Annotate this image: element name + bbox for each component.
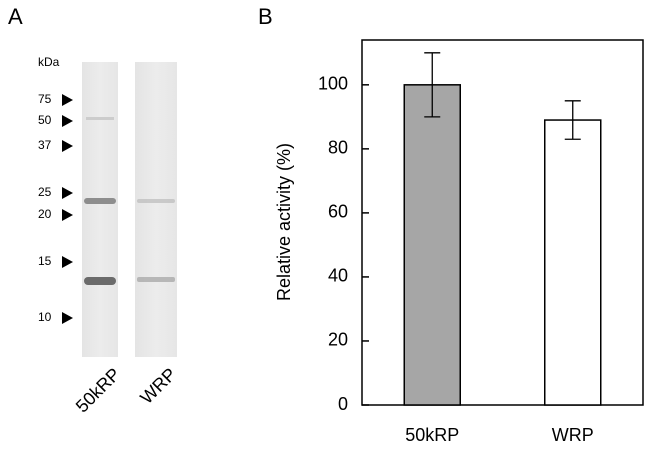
bar: [403, 84, 461, 406]
gel-band: [137, 277, 175, 282]
y-tick-label: 20: [328, 330, 348, 350]
error-bar: [564, 100, 581, 140]
marker-label: 10: [38, 310, 52, 324]
marker-arrow: [62, 94, 73, 106]
marker-label: 15: [38, 254, 52, 268]
y-tick-label: 100: [318, 74, 348, 94]
gel-band: [86, 117, 114, 120]
gel: [82, 62, 177, 357]
gel-band: [84, 198, 116, 204]
unit-label: kDa: [38, 55, 60, 69]
lane-label: WRP: [136, 364, 180, 408]
gel-lane: [82, 62, 118, 357]
marker-label: 50: [38, 113, 52, 127]
plot-frame: [361, 39, 644, 406]
y-tick-label: 80: [328, 138, 348, 158]
marker-arrow: [62, 256, 73, 268]
error-bar: [424, 52, 441, 118]
marker-arrow: [62, 115, 73, 127]
y-tick-label: 60: [328, 202, 348, 222]
y-tick-label: 40: [328, 266, 348, 286]
marker-arrow: [62, 312, 73, 324]
y-axis-label: Relative activity (%): [274, 143, 294, 301]
marker-arrow: [62, 187, 73, 199]
marker-label: 25: [38, 185, 52, 199]
panel-label: B: [258, 4, 273, 29]
gel-band: [137, 199, 175, 203]
marker-label: 37: [38, 138, 52, 152]
x-tick-label: WRP: [552, 425, 594, 445]
marker-label: 20: [38, 207, 52, 221]
y-tick-label: 0: [338, 394, 348, 414]
marker-label: 75: [38, 92, 52, 106]
marker-arrow: [62, 209, 73, 221]
bar: [544, 119, 602, 406]
marker-arrow: [62, 140, 73, 152]
x-tick-label: 50kRP: [405, 425, 459, 445]
gel-lane: [135, 62, 177, 357]
panel-label: A: [8, 4, 23, 29]
lane-label: 50kRP: [72, 364, 124, 416]
gel-band: [84, 277, 116, 285]
